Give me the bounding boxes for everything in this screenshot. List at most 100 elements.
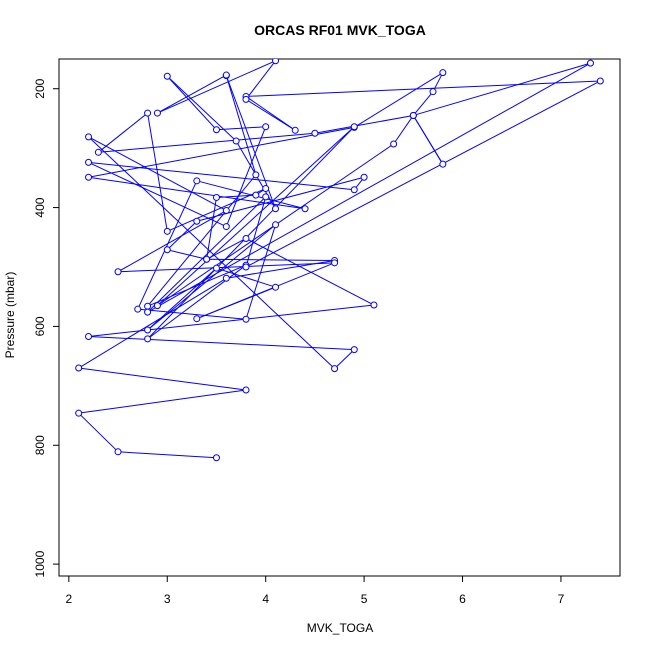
y-tick-label: 1000 <box>33 550 47 577</box>
series-line-segment <box>245 98 296 131</box>
series-line-segment <box>147 264 247 307</box>
y-tick-label: 200 <box>33 78 47 98</box>
data-point <box>586 59 594 67</box>
series-line-segment <box>354 72 444 128</box>
data-point <box>242 95 250 103</box>
data-point <box>350 186 358 194</box>
data-point <box>429 88 437 96</box>
series-line-segment <box>88 336 355 351</box>
series-line-segment <box>334 349 355 369</box>
x-tick-label: 5 <box>361 592 368 606</box>
data-point <box>153 109 161 117</box>
y-tick-label: 600 <box>33 316 47 336</box>
series-line-segment <box>245 224 277 320</box>
series-line-segment <box>88 136 335 369</box>
series-line-segment <box>147 267 217 331</box>
series-line-segment <box>413 62 591 116</box>
series-line-segment <box>166 220 198 251</box>
data-point <box>163 72 171 80</box>
data-point <box>193 315 201 323</box>
series-line-segment <box>88 161 355 191</box>
data-point <box>242 315 250 323</box>
data-point <box>85 333 93 341</box>
y-axis: 200 400 600 800 1000 <box>33 78 59 577</box>
data-point <box>350 346 358 354</box>
data-point <box>193 217 201 225</box>
data-point <box>212 193 220 201</box>
plot-frame <box>58 58 621 577</box>
series-line-segment <box>314 114 414 134</box>
series-line-segment <box>78 412 119 453</box>
series-line-segment <box>412 91 434 116</box>
data-point <box>242 386 250 394</box>
series-line-segment <box>216 267 276 288</box>
data-point <box>242 263 250 271</box>
x-tick-label: 3 <box>164 592 171 606</box>
series-line-segment <box>245 80 601 97</box>
series-line-segment <box>206 238 247 260</box>
series-line-segment <box>157 126 355 306</box>
data-point <box>360 173 368 181</box>
series-line-segment <box>147 174 257 307</box>
x-tick-label: 2 <box>65 592 72 606</box>
data-point <box>222 207 230 215</box>
data-point <box>439 160 447 168</box>
data-point <box>85 133 93 141</box>
data-point <box>252 191 260 199</box>
data-point <box>291 126 299 134</box>
data-point <box>409 111 417 119</box>
data-point <box>232 137 240 145</box>
series-line-segment <box>147 224 276 331</box>
series-line-segment <box>166 75 217 131</box>
series-line-segment <box>216 194 256 198</box>
series-line-segment <box>225 75 257 176</box>
series-line-segment <box>118 262 335 273</box>
series-line-segment <box>78 367 247 391</box>
data-point <box>75 409 83 417</box>
data-point <box>222 274 230 282</box>
data-point <box>222 223 230 231</box>
data-point <box>331 259 339 267</box>
plot-area <box>75 59 604 462</box>
x-tick-label: 4 <box>262 592 269 606</box>
x-tick-label: 7 <box>558 592 565 606</box>
data-point <box>350 123 358 131</box>
series-line-segment <box>88 304 375 338</box>
data-point <box>134 305 142 313</box>
data-point <box>212 264 220 272</box>
series-line-segment <box>245 196 267 268</box>
series-line-segment <box>147 196 267 313</box>
data-point <box>85 158 93 166</box>
data-point <box>144 109 152 117</box>
data-point <box>212 454 220 462</box>
data-point <box>153 302 161 310</box>
data-point <box>331 365 339 373</box>
data-point <box>85 173 93 181</box>
series-line-segment <box>78 277 227 369</box>
data-point <box>311 129 319 137</box>
series-line-segment <box>78 389 247 414</box>
x-axis-label: MVK_TOGA <box>307 621 373 635</box>
data-point <box>439 69 447 77</box>
series-line-segment <box>216 126 266 131</box>
series-line-segment <box>117 210 227 273</box>
data-point <box>272 221 280 229</box>
data-point <box>144 308 152 316</box>
series-line-segment <box>98 132 315 153</box>
data-point <box>272 205 280 213</box>
series-line-segment <box>98 112 148 153</box>
data-point <box>193 177 201 185</box>
data-point <box>370 301 378 309</box>
data-point <box>114 268 122 276</box>
data-point <box>262 193 270 201</box>
y-tick-label: 400 <box>33 197 47 217</box>
series-line-segment <box>137 180 198 310</box>
data-point <box>144 326 152 334</box>
series-line-segment <box>157 74 227 114</box>
data-point <box>262 185 270 193</box>
series-line-segment <box>157 60 276 114</box>
data-point <box>262 123 270 131</box>
series-line-segment <box>245 60 276 100</box>
series-line-segment <box>147 112 168 232</box>
data-point <box>596 77 604 85</box>
